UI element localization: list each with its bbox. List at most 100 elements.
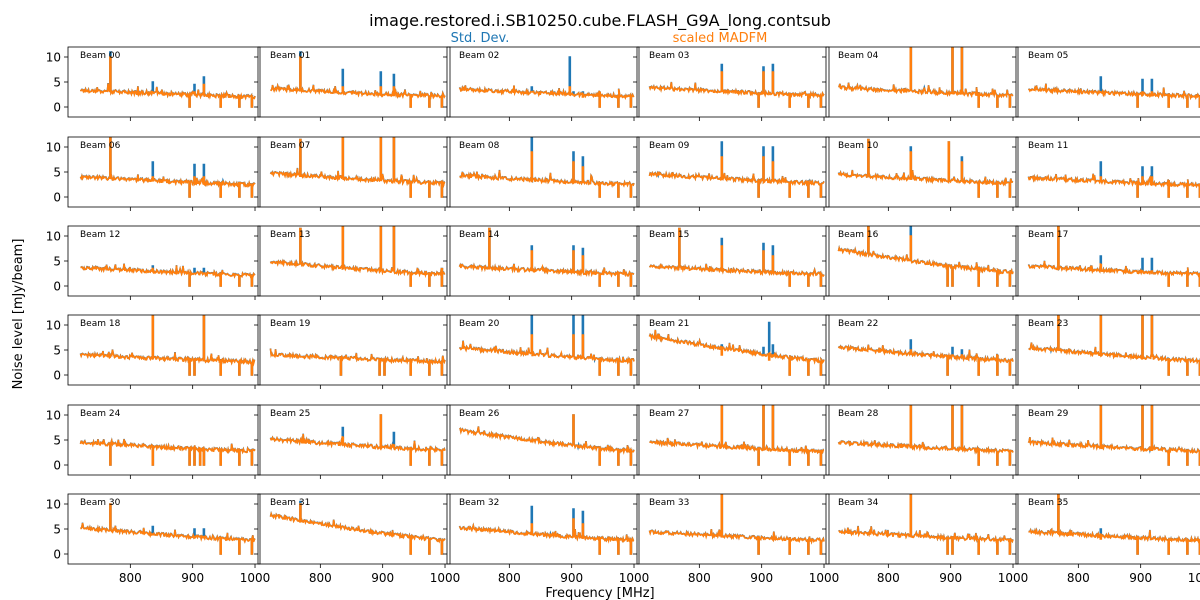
series-scaled-madfm bbox=[458, 334, 635, 376]
x-axis-label: Frequency [MHz] bbox=[545, 586, 654, 600]
x-tick-label: 800 bbox=[498, 571, 521, 585]
panel-beam-19: Beam 19 bbox=[254, 314, 451, 389]
series-scaled-madfm bbox=[1028, 494, 1200, 555]
x-tick-label: 1000 bbox=[1188, 571, 1200, 585]
panel-label: Beam 31 bbox=[270, 498, 310, 508]
series-scaled-madfm bbox=[79, 56, 256, 108]
panel-label: Beam 12 bbox=[80, 230, 120, 240]
figure-title: image.restored.i.SB10250.cube.FLASH_G9A_… bbox=[369, 11, 831, 31]
x-tick-label: 1000 bbox=[619, 571, 650, 585]
panel-beam-08: Beam 08 bbox=[443, 136, 640, 211]
panel-beam-14: Beam 14 bbox=[443, 225, 640, 300]
y-tick-label: 0 bbox=[53, 369, 61, 383]
panel-beam-24: Beam 24 0 5 10 bbox=[46, 404, 261, 479]
series-scaled-madfm bbox=[269, 137, 446, 198]
panel-label: Beam 05 bbox=[1028, 51, 1068, 61]
series-scaled-madfm bbox=[837, 226, 1014, 287]
panel-beam-05: Beam 05 bbox=[1012, 46, 1200, 121]
y-tick-label: 10 bbox=[46, 51, 61, 65]
panel-beam-16: Beam 16 bbox=[822, 225, 1019, 300]
series-scaled-madfm bbox=[269, 503, 446, 555]
panel-label: Beam 04 bbox=[838, 51, 879, 61]
x-tick-label: 800 bbox=[309, 571, 332, 585]
panel-label: Beam 35 bbox=[1028, 498, 1068, 508]
panel-label: Beam 24 bbox=[80, 409, 121, 419]
panel-beam-25: Beam 25 bbox=[254, 404, 451, 479]
panel-beam-29: Beam 29 bbox=[1012, 404, 1200, 479]
panel-beam-13: Beam 13 bbox=[254, 225, 451, 300]
x-tick-label: 900 bbox=[371, 571, 394, 585]
panel-beam-30: Beam 30 0 5 10 800 900 1000 bbox=[46, 493, 271, 585]
panel-beam-33: Beam 33 800 900 1000 bbox=[633, 493, 839, 585]
panel-label: Beam 14 bbox=[459, 230, 500, 240]
panel-beam-02: Beam 02 bbox=[443, 46, 640, 121]
x-tick-label: 1000 bbox=[998, 571, 1029, 585]
series-scaled-madfm bbox=[649, 405, 825, 466]
panel-label: Beam 00 bbox=[80, 51, 121, 61]
series-scaled-madfm bbox=[458, 227, 635, 287]
panel-label: Beam 06 bbox=[80, 141, 121, 151]
y-tick-label: 10 bbox=[46, 409, 61, 423]
x-tick-label: 900 bbox=[939, 571, 962, 585]
panel-beam-20: Beam 20 bbox=[443, 314, 640, 389]
series-scaled-madfm bbox=[79, 437, 256, 466]
panel-beam-31: Beam 31 800 900 1000 bbox=[254, 493, 461, 585]
legend-scaled-madfm: scaled MADFM bbox=[673, 31, 768, 46]
series-scaled-madfm bbox=[837, 344, 1014, 376]
panel-label: Beam 27 bbox=[649, 409, 689, 419]
panel-beam-35: Beam 35 800 900 1000 bbox=[1012, 493, 1200, 585]
panel-beam-15: Beam 15 bbox=[633, 225, 830, 300]
series-scaled-madfm bbox=[80, 263, 256, 287]
series-scaled-madfm bbox=[837, 138, 1014, 198]
series-scaled-madfm bbox=[649, 227, 825, 287]
x-tick-label: 900 bbox=[750, 571, 773, 585]
panel-beam-11: Beam 11 bbox=[1012, 136, 1200, 211]
panel-beam-07: Beam 07 bbox=[254, 136, 451, 211]
y-tick-label: 5 bbox=[53, 344, 61, 358]
x-tick-label: 800 bbox=[688, 571, 711, 585]
panel-label: Beam 15 bbox=[649, 230, 689, 240]
panel-label: Beam 33 bbox=[649, 498, 689, 508]
x-tick-label: 1000 bbox=[240, 571, 271, 585]
panel-beam-03: Beam 03 bbox=[633, 46, 830, 121]
series-std-dev bbox=[837, 339, 1014, 376]
panel-label: Beam 32 bbox=[459, 498, 499, 508]
y-tick-label: 0 bbox=[53, 548, 61, 562]
panel-beam-28: Beam 28 bbox=[822, 404, 1019, 479]
panel-label: Beam 02 bbox=[459, 51, 499, 61]
panel-label: Beam 03 bbox=[649, 51, 689, 61]
y-tick-label: 5 bbox=[53, 166, 61, 180]
panel-beam-09: Beam 09 bbox=[633, 136, 830, 211]
series-scaled-madfm bbox=[459, 151, 635, 198]
panel-beam-26: Beam 26 bbox=[443, 404, 640, 479]
panels-grid: Beam 00 0 5 10 Beam 01 Beam 02 Beam 03 Beam 04 B… bbox=[46, 46, 1200, 585]
series-scaled-madfm bbox=[648, 494, 825, 555]
y-tick-label: 0 bbox=[53, 280, 61, 294]
y-tick-label: 10 bbox=[46, 319, 61, 333]
x-tick-label: 1000 bbox=[430, 571, 461, 585]
panel-beam-32: Beam 32 800 900 1000 bbox=[443, 493, 650, 585]
series-scaled-madfm bbox=[269, 414, 446, 466]
series-scaled-madfm bbox=[80, 503, 256, 555]
panel-label: Beam 25 bbox=[270, 409, 310, 419]
series-scaled-madfm bbox=[458, 85, 635, 108]
series-scaled-madfm bbox=[1027, 405, 1200, 466]
panel-beam-12: Beam 12 0 5 10 bbox=[46, 225, 261, 300]
panel-label: Beam 21 bbox=[649, 319, 689, 329]
series-scaled-madfm bbox=[837, 405, 1014, 466]
panel-beam-01: Beam 01 bbox=[254, 46, 451, 121]
y-tick-label: 10 bbox=[46, 141, 61, 155]
y-tick-label: 10 bbox=[46, 498, 61, 512]
series-scaled-madfm bbox=[648, 156, 825, 198]
panel-label: Beam 01 bbox=[270, 51, 310, 61]
series-scaled-madfm bbox=[838, 47, 1014, 108]
y-tick-label: 5 bbox=[53, 76, 61, 90]
x-tick-label: 800 bbox=[1067, 571, 1090, 585]
panel-label: Beam 26 bbox=[459, 409, 500, 419]
panel-label: Beam 09 bbox=[649, 141, 690, 151]
series-scaled-madfm bbox=[458, 414, 635, 466]
panel-label: Beam 34 bbox=[838, 498, 879, 508]
panel-beam-10: Beam 10 bbox=[822, 136, 1019, 211]
y-tick-label: 5 bbox=[53, 255, 61, 269]
